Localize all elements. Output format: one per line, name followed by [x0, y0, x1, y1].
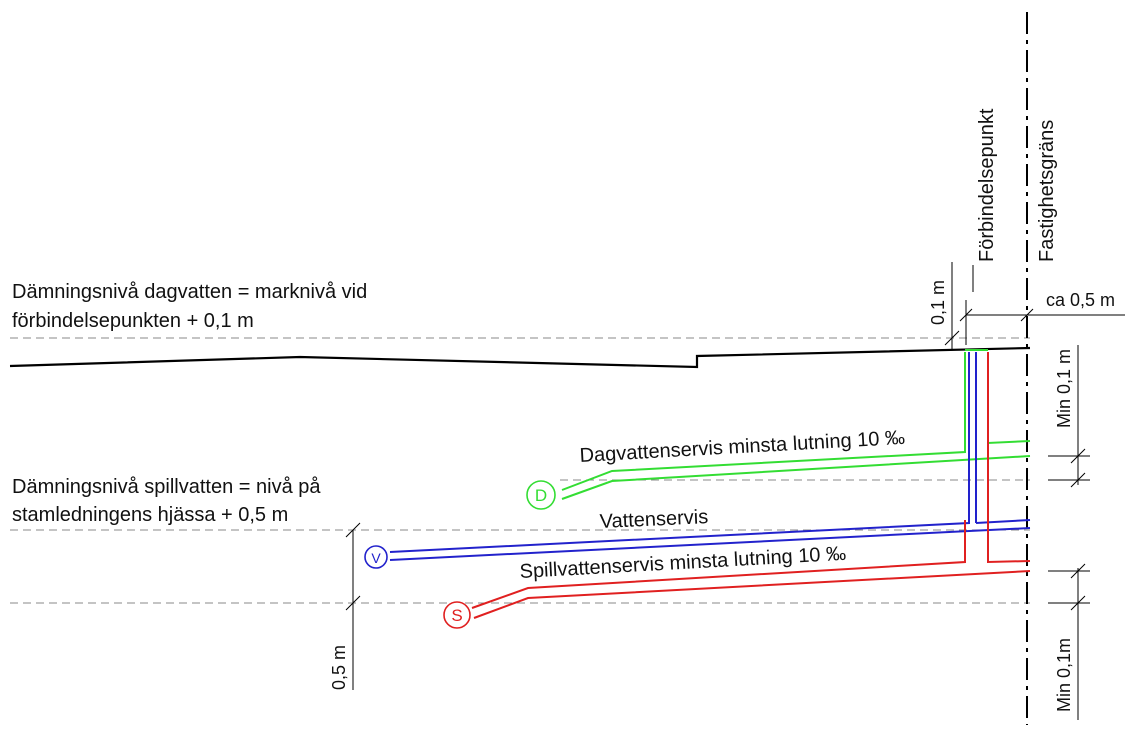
storm-service-label: Dagvattenservis minsta lutning 10 ‰	[579, 427, 905, 467]
sewage-pipe-marker-circle	[443, 601, 471, 629]
storm-level-label-line2: förbindelsepunkten + 0,1 m	[12, 310, 254, 332]
dimension-ca-0-5m: ca 0,5 m	[1046, 290, 1115, 310]
dimension-lines	[345, 262, 1125, 720]
ground-surface-line	[9, 346, 1031, 369]
sewage-pipe-marker-letter: S	[451, 606, 462, 625]
water-service-label: Vattenservis	[599, 506, 708, 533]
storm-water-pipe	[561, 349, 1031, 500]
dimension-0-1m: 0,1 m	[928, 280, 948, 325]
storm-pipe-marker-letter: D	[535, 486, 547, 505]
water-service-pipe	[389, 352, 1031, 561]
dimension-min-0-1m-lower: Min 0,1m	[1054, 638, 1074, 712]
dimension-0-5m: 0,5 m	[329, 645, 349, 690]
sewage-pipe	[471, 352, 1031, 619]
sewage-level-label-line1: Dämningsnivå spillvatten = nivå på	[12, 476, 321, 498]
storm-level-label-line1: Dämningsnivå dagvatten = marknivå vid	[12, 281, 367, 303]
sewage-level-label-line2: stamledningens hjässa + 0,5 m	[12, 504, 288, 526]
property-boundary-label: Fastighetsgräns	[1036, 120, 1058, 262]
sewage-service-label: Spillvattenservis minsta lutning 10 ‰	[519, 543, 847, 583]
dimension-min-0-1m-upper: Min 0,1 m	[1054, 349, 1074, 428]
water-pipe-marker-circle	[364, 545, 388, 569]
connection-point-label: Förbindelsepunkt	[976, 108, 998, 262]
water-pipe-marker-letter: V	[371, 550, 381, 566]
storm-pipe-marker-circle	[526, 480, 556, 510]
